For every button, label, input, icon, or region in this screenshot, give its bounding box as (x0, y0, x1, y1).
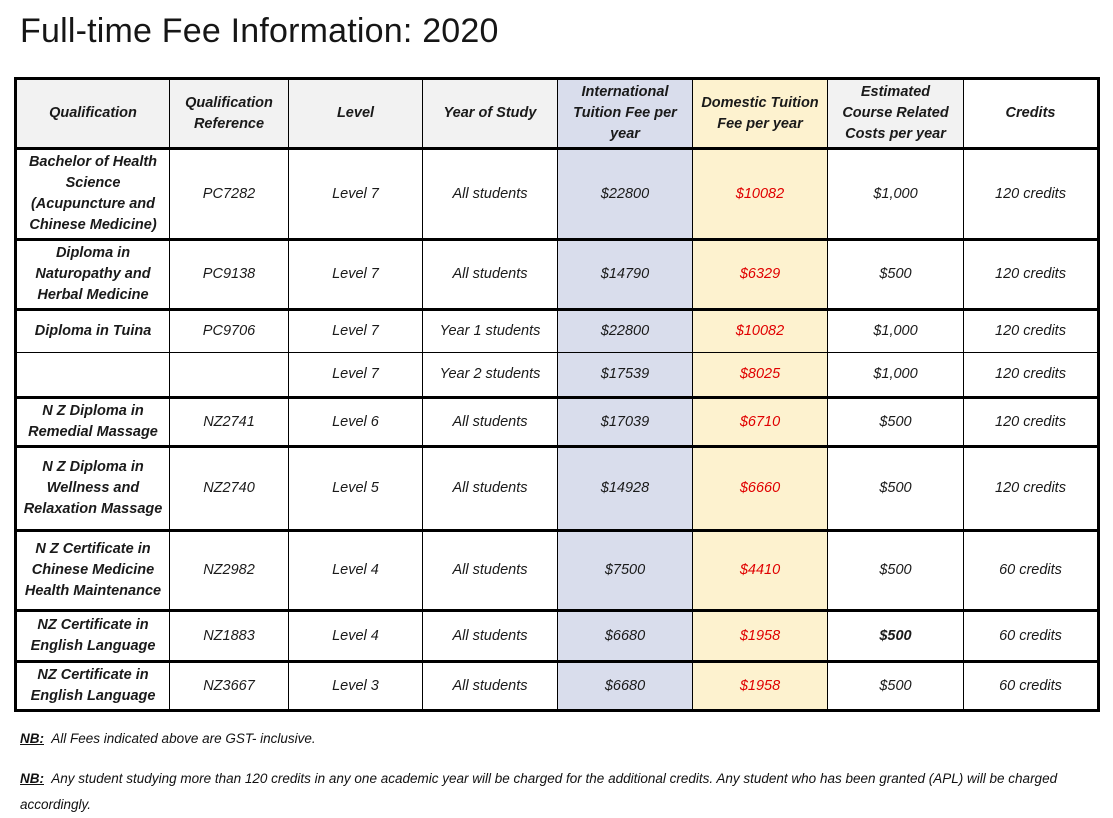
cell-year-of-study: All students (422, 660, 558, 712)
column-header-year-of-study: Year of Study (422, 77, 558, 150)
table-row: N Z Diploma in Remedial Massage NZ2741 L… (14, 396, 1100, 448)
cell-international-fee: $14790 (557, 238, 693, 311)
cell-year-of-study: All students (422, 238, 558, 311)
cell-reference: NZ2982 (169, 529, 289, 612)
cell-international-fee: $7500 (557, 529, 693, 612)
column-header-domestic-fee: Domestic Tuition Fee per year (692, 77, 828, 150)
cell-international-fee: $14928 (557, 445, 693, 532)
cell-qualification: Bachelor of Health Science (Acupuncture … (14, 147, 170, 241)
footnote-gst: NB: All Fees indicated above are GST- in… (20, 726, 1100, 752)
cell-course-costs: $1,000 (827, 352, 964, 399)
cell-international-fee: $17539 (557, 352, 693, 399)
table-row: NZ Certificate in English Language NZ366… (14, 660, 1100, 712)
column-header-course-costs: Estimated Course Related Costs per year (827, 77, 964, 150)
column-header-credits: Credits (963, 77, 1100, 150)
nb-label: NB: (20, 730, 44, 746)
cell-international-fee: $6680 (557, 609, 693, 663)
cell-credits: 120 credits (963, 396, 1100, 448)
table-row: N Z Diploma in Wellness and Relaxation M… (14, 445, 1100, 532)
cell-level: Level 3 (288, 660, 423, 712)
cell-year-of-study: All students (422, 529, 558, 612)
fee-table: Qualification Qualification Reference Le… (14, 77, 1100, 713)
cell-course-costs: $1,000 (827, 147, 964, 241)
cell-credits: 60 credits (963, 529, 1100, 612)
cell-course-costs: $1,000 (827, 308, 964, 354)
cell-credits: 120 credits (963, 238, 1100, 311)
table-row: Bachelor of Health Science (Acupuncture … (14, 147, 1100, 241)
cell-qualification: N Z Diploma in Wellness and Relaxation M… (14, 445, 170, 532)
cell-course-costs: $500 (827, 529, 964, 612)
cell-credits: 60 credits (963, 609, 1100, 663)
cell-reference (169, 352, 289, 399)
cell-domestic-fee: $1958 (692, 609, 828, 663)
footnote-text: Any student studying more than 120 credi… (20, 770, 1058, 812)
cell-international-fee: $22800 (557, 308, 693, 354)
page-title: Full-time Fee Information: 2020 (20, 12, 499, 50)
nb-label: NB: (20, 770, 44, 786)
cell-qualification (14, 352, 170, 399)
cell-domestic-fee: $4410 (692, 529, 828, 612)
cell-credits: 120 credits (963, 352, 1100, 399)
cell-year-of-study: All students (422, 609, 558, 663)
cell-level: Level 6 (288, 396, 423, 448)
cell-domestic-fee: $6660 (692, 445, 828, 532)
cell-qualification: N Z Certificate in Chinese Medicine Heal… (14, 529, 170, 612)
cell-credits: 60 credits (963, 660, 1100, 712)
cell-qualification: NZ Certificate in English Language (14, 660, 170, 712)
cell-level: Level 7 (288, 147, 423, 241)
column-header-level: Level (288, 77, 423, 150)
cell-level: Level 7 (288, 352, 423, 399)
cell-qualification: Diploma in Naturopathy and Herbal Medici… (14, 238, 170, 311)
cell-domestic-fee: $6329 (692, 238, 828, 311)
cell-reference: NZ3667 (169, 660, 289, 712)
cell-year-of-study: All students (422, 396, 558, 448)
footnotes: NB: All Fees indicated above are GST- in… (20, 726, 1100, 818)
cell-year-of-study: Year 2 students (422, 352, 558, 399)
table-row: N Z Certificate in Chinese Medicine Heal… (14, 529, 1100, 612)
cell-qualification: NZ Certificate in English Language (14, 609, 170, 663)
cell-credits: 120 credits (963, 445, 1100, 532)
cell-level: Level 5 (288, 445, 423, 532)
cell-domestic-fee: $1958 (692, 660, 828, 712)
cell-level: Level 7 (288, 238, 423, 311)
cell-course-costs: $500 (827, 609, 964, 663)
table-row: Level 7 Year 2 students $17539 $8025 $1,… (14, 352, 1100, 399)
table-row: Diploma in Tuina PC9706 Level 7 Year 1 s… (14, 308, 1100, 354)
cell-reference: NZ2740 (169, 445, 289, 532)
footnote-credits: NB: Any student studying more than 120 c… (20, 766, 1100, 818)
cell-international-fee: $6680 (557, 660, 693, 712)
column-header-qualification: Qualification (14, 77, 170, 150)
cell-international-fee: $22800 (557, 147, 693, 241)
column-header-reference: Qualification Reference (169, 77, 289, 150)
table-row: Diploma in Naturopathy and Herbal Medici… (14, 238, 1100, 311)
footnote-text: All Fees indicated above are GST- inclus… (51, 730, 316, 746)
cell-reference: PC9706 (169, 308, 289, 354)
header-row: Qualification Qualification Reference Le… (14, 77, 1100, 150)
cell-year-of-study: All students (422, 147, 558, 241)
column-header-international-fee: International Tuition Fee per year (557, 77, 693, 150)
cell-reference: PC9138 (169, 238, 289, 311)
cell-reference: NZ2741 (169, 396, 289, 448)
cell-domestic-fee: $8025 (692, 352, 828, 399)
cell-level: Level 7 (288, 308, 423, 354)
cell-reference: PC7282 (169, 147, 289, 241)
cell-domestic-fee: $6710 (692, 396, 828, 448)
cell-course-costs: $500 (827, 660, 964, 712)
cell-course-costs: $500 (827, 238, 964, 311)
cell-qualification: N Z Diploma in Remedial Massage (14, 396, 170, 448)
table-row: NZ Certificate in English Language NZ188… (14, 609, 1100, 663)
cell-domestic-fee: $10082 (692, 308, 828, 354)
cell-qualification: Diploma in Tuina (14, 308, 170, 354)
cell-domestic-fee: $10082 (692, 147, 828, 241)
cell-year-of-study: Year 1 students (422, 308, 558, 354)
cell-year-of-study: All students (422, 445, 558, 532)
cell-level: Level 4 (288, 609, 423, 663)
cell-course-costs: $500 (827, 445, 964, 532)
cell-credits: 120 credits (963, 147, 1100, 241)
cell-course-costs: $500 (827, 396, 964, 448)
cell-level: Level 4 (288, 529, 423, 612)
cell-credits: 120 credits (963, 308, 1100, 354)
cell-international-fee: $17039 (557, 396, 693, 448)
cell-reference: NZ1883 (169, 609, 289, 663)
